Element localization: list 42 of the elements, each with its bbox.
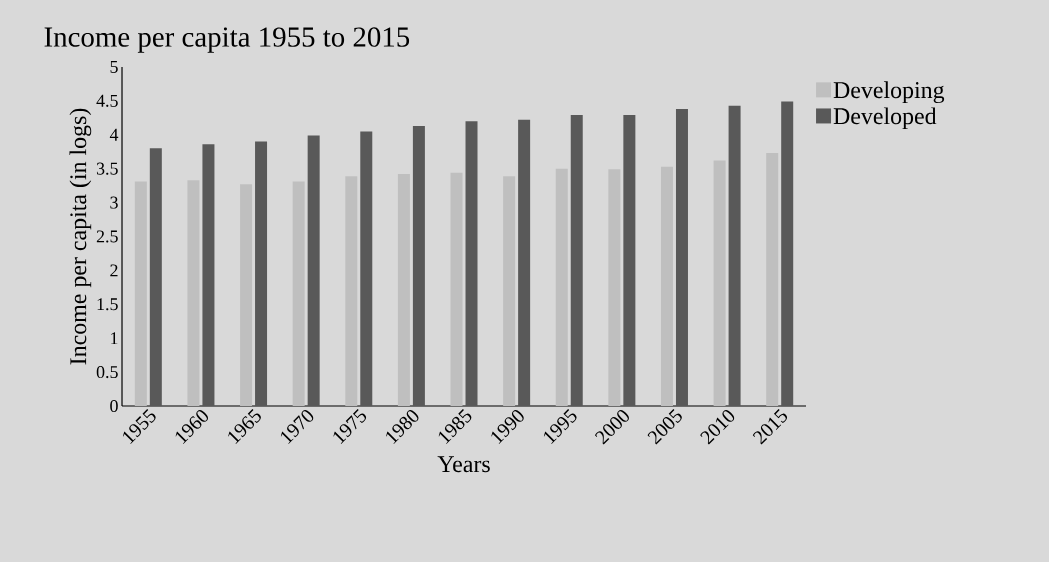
bar [187,180,200,406]
y-tick-label: 3.5 [96,162,118,175]
bar [713,160,726,406]
y-tick-label: 3 [110,196,118,209]
y-tick-label: 0.5 [96,366,118,379]
bar [149,148,162,406]
bar [292,181,305,406]
y-tick-label: 1.5 [97,298,118,311]
legend-label: Developed [833,107,937,130]
y-axis-title: Income per capita (in logs) [69,108,92,365]
y-tick-label: 5 [110,61,118,73]
bar [518,119,531,406]
bar [134,181,147,406]
bar [660,166,673,406]
y-tick-label: 4 [109,128,119,141]
bar [465,121,478,406]
y-tick-label: 4.5 [96,94,118,107]
x-axis-title: Years [437,456,490,473]
bar [345,176,358,406]
y-tick-label: 2 [110,264,118,277]
bar [781,101,794,406]
bar [503,176,516,406]
bar [766,153,779,406]
bar [307,135,320,406]
bar [570,115,583,406]
bar [555,168,568,406]
chart-title: Income per capita 1955 to 2015 [44,27,410,53]
bar [623,115,636,406]
bar [240,184,253,406]
y-tick-label: 2.5 [96,230,118,243]
legend-label: Developing [833,81,945,104]
bar [255,141,268,406]
bar [450,172,463,406]
bar [360,131,373,406]
bar [412,125,425,406]
bar [728,105,741,406]
y-tick-label: 0 [110,399,118,413]
bar [608,169,621,406]
y-tick-label: 1 [111,332,118,345]
bar [675,109,688,406]
bar [397,174,410,406]
bar [202,144,215,406]
